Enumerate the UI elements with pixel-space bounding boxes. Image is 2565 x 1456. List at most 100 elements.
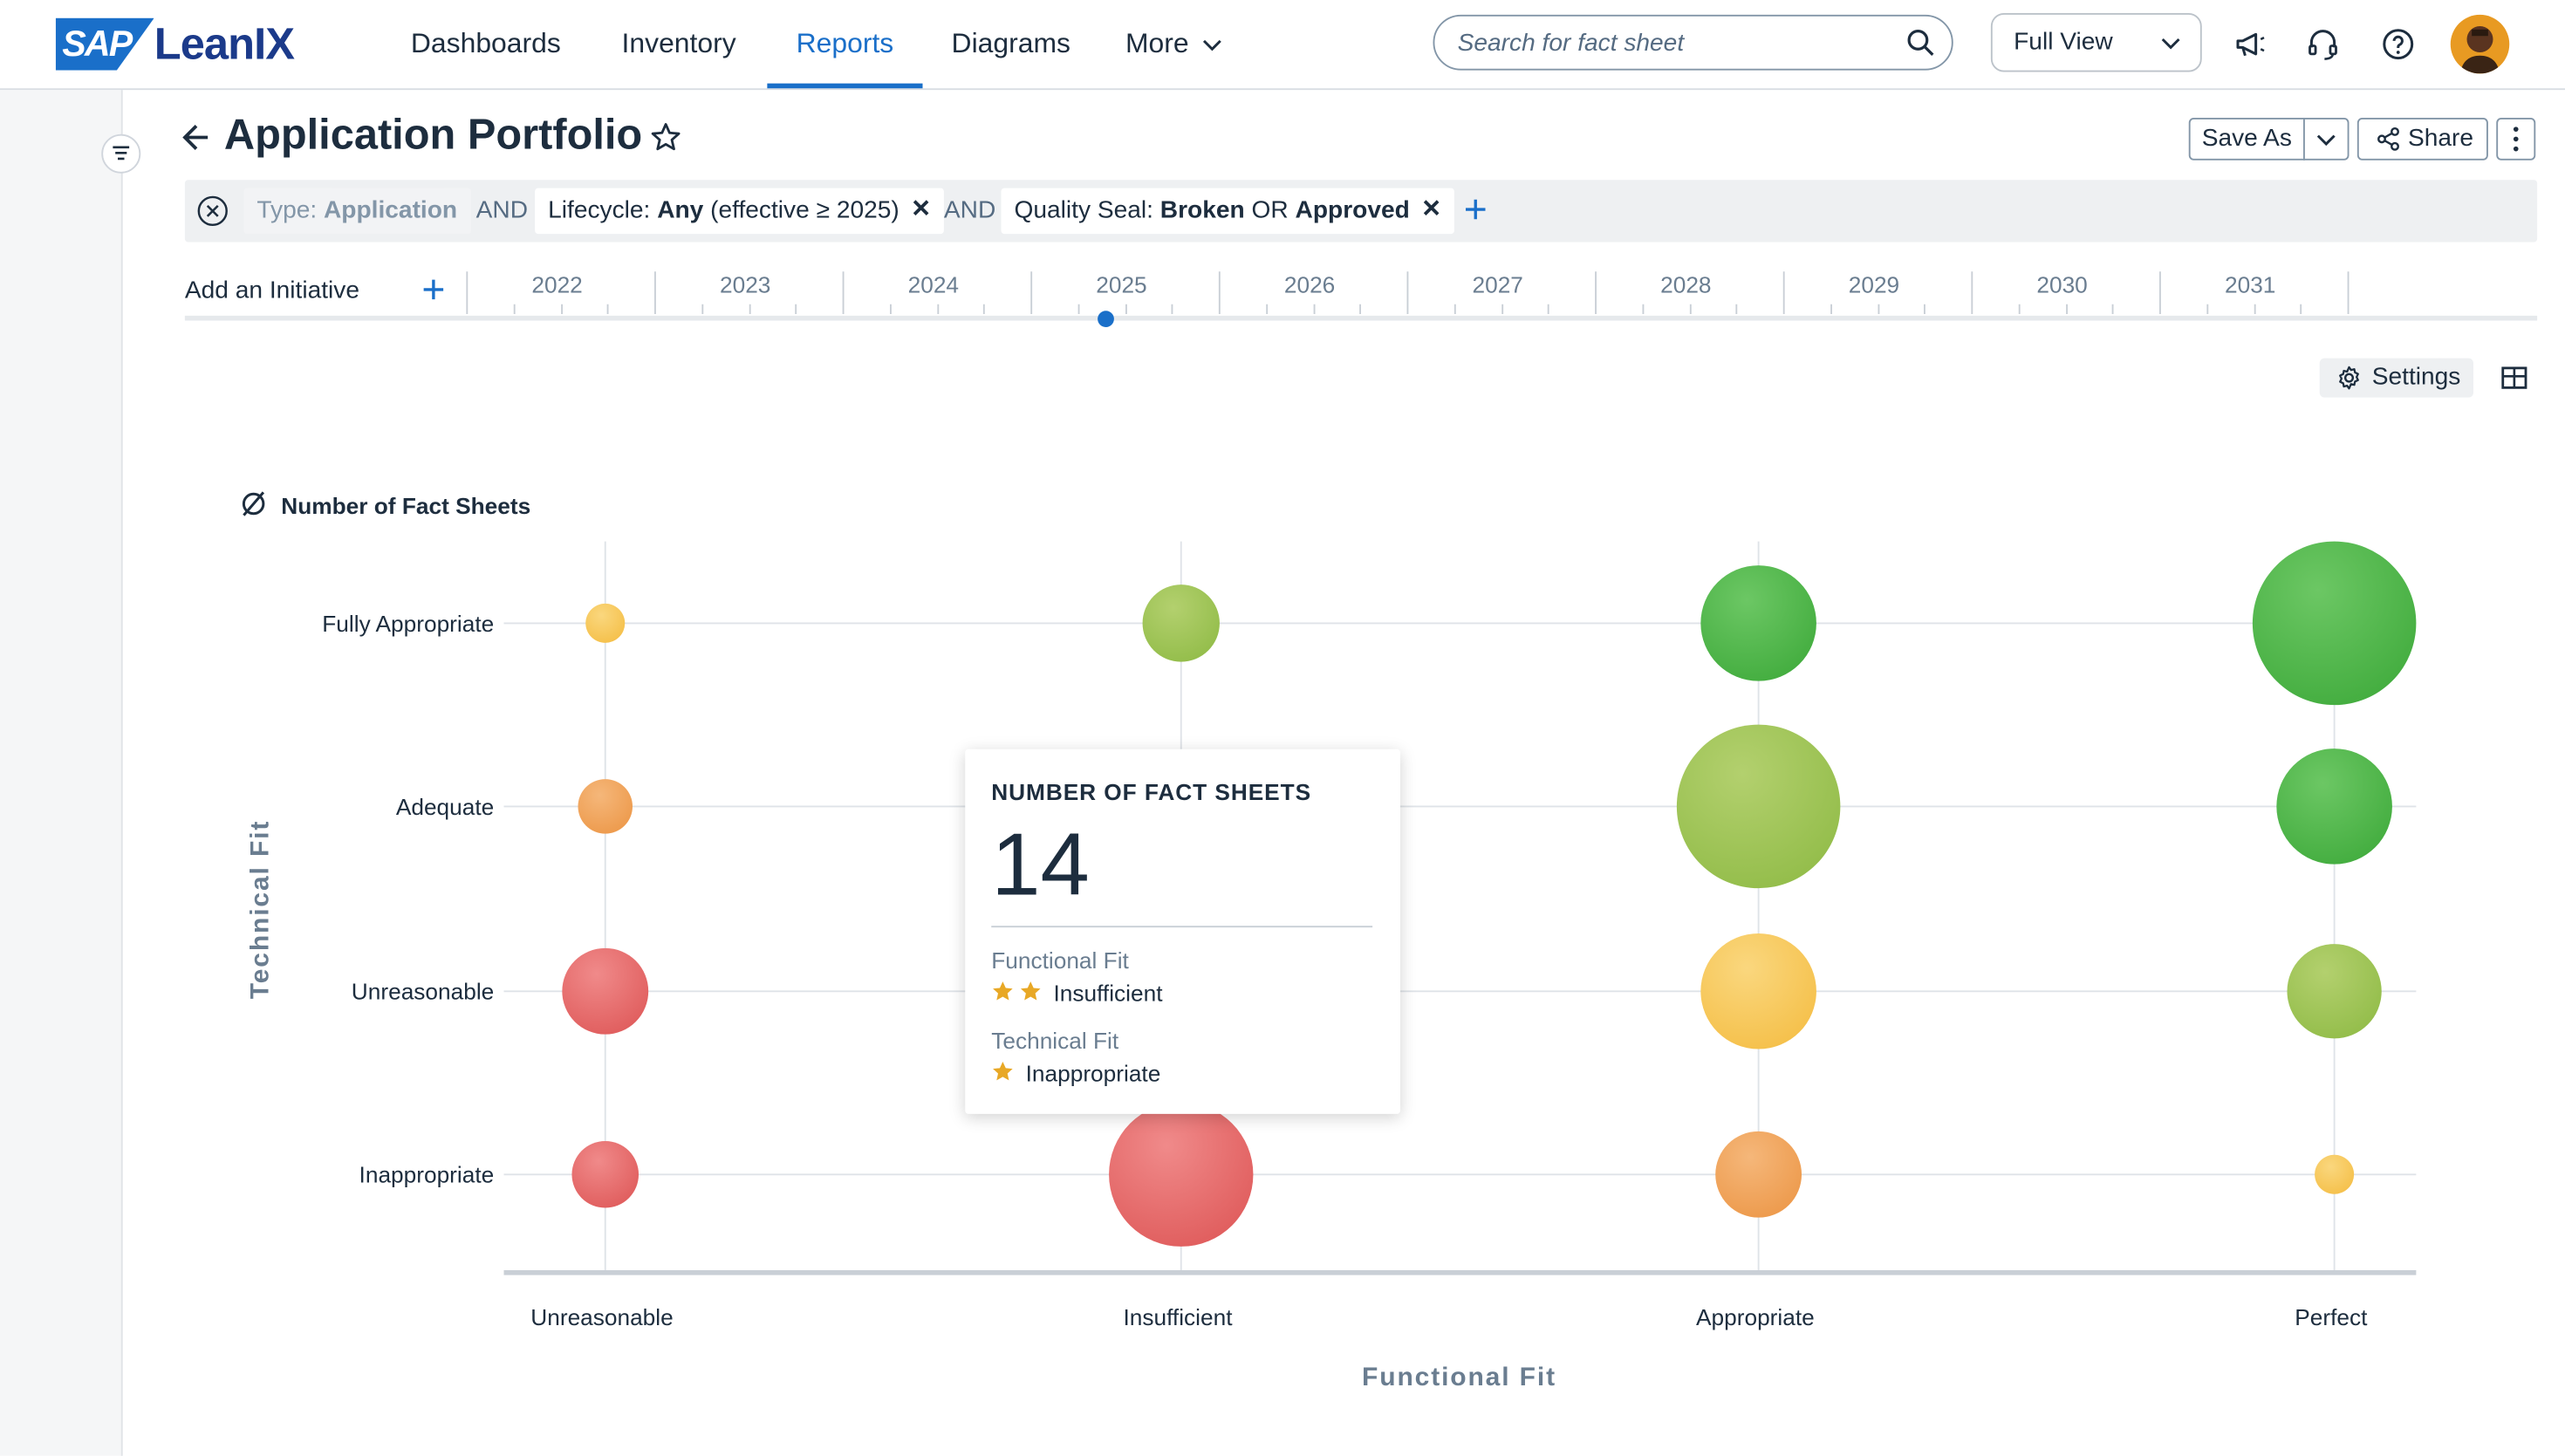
filter-seal-or: OR	[1251, 196, 1289, 224]
bubble	[2252, 541, 2417, 706]
x-tick-label: Insufficient	[1123, 1304, 1233, 1330]
timeline-minor-tick	[1877, 304, 1879, 314]
gear-icon	[2339, 366, 2359, 390]
view-select[interactable]: Full View	[1990, 13, 2202, 72]
y-tick-label: Adequate	[396, 794, 494, 820]
filter-panel-toggle[interactable]	[101, 133, 141, 174]
avatar-portrait-icon	[2460, 26, 2500, 74]
back-arrow-icon[interactable]	[181, 121, 211, 154]
announcement-icon[interactable]	[2232, 24, 2271, 64]
save-as-button[interactable]: Save As	[2188, 118, 2305, 161]
timeline-minor-tick	[1688, 304, 1691, 314]
view-select-value: Full View	[2014, 27, 2113, 56]
bubble-size-legend-label: Number of Fact Sheets	[281, 492, 531, 519]
timeline-minor-tick	[1548, 304, 1550, 314]
more-options-button[interactable]	[2496, 118, 2536, 161]
timeline-minor-tick	[889, 304, 892, 314]
filter-bar: Type: Application AND Lifecycle: Any (ef…	[184, 180, 2538, 243]
nav-more-label: More	[1125, 27, 1189, 59]
timeline-year-tick	[1782, 271, 1785, 314]
star-icon	[993, 981, 1013, 1001]
x-tick-label: Unreasonable	[530, 1304, 673, 1330]
filter-chip-quality-seal[interactable]: Quality Seal: Broken OR Approved	[1001, 188, 1454, 235]
page-title: Application Portfolio	[223, 109, 643, 159]
save-as-dropdown-button[interactable]	[2303, 118, 2350, 161]
bubble-size-legend: Number of Fact Sheets	[239, 489, 531, 519]
nav-dashboards[interactable]: Dashboards	[410, 27, 561, 59]
timeline-track[interactable]	[184, 315, 2538, 321]
x-tick-label: Appropriate	[1696, 1304, 1815, 1330]
timeline-year-tick	[466, 271, 469, 314]
tooltip-technical-fit-label: Technical Fit	[991, 1027, 1119, 1054]
timeline-minor-tick	[2253, 304, 2255, 314]
nav-more[interactable]: More	[1125, 0, 1227, 88]
help-icon[interactable]	[2378, 24, 2418, 64]
nav-inventory[interactable]: Inventory	[621, 27, 736, 59]
filter-type-label: Type:	[256, 196, 318, 224]
clear-filters-icon[interactable]	[196, 195, 229, 228]
sap-leanix-logo[interactable]: SAP LeanIX	[55, 17, 295, 71]
diameter-icon	[242, 491, 265, 516]
bubble	[1676, 724, 1841, 889]
timeline-minor-tick	[1501, 304, 1503, 314]
timeline-year-label: 2024	[907, 271, 960, 298]
timeline-year-tick	[1030, 271, 1033, 314]
favorite-star-icon[interactable]	[649, 121, 682, 154]
filter-icon	[113, 146, 130, 161]
timeline-minor-tick	[1312, 304, 1315, 314]
share-button[interactable]: Share	[2356, 118, 2488, 161]
search-icon[interactable]	[1905, 28, 1935, 58]
tooltip-functional-fit-value: Insufficient	[1053, 980, 1163, 1007]
timeline-minor-tick	[795, 304, 797, 314]
star-icon	[993, 1061, 1013, 1081]
filter-seal-label: Quality Seal:	[1014, 196, 1153, 224]
filter-chip-lifecycle[interactable]: Lifecycle: Any (effective ≥ 2025)	[535, 188, 944, 235]
remove-filter-icon[interactable]	[1421, 198, 1441, 218]
timeline-year-label: 2026	[1283, 271, 1336, 298]
filter-and-operator: AND	[943, 196, 996, 224]
bubble	[1142, 584, 1220, 662]
timeline-year-tick	[1595, 271, 1597, 314]
timeline-year-label: 2025	[1096, 271, 1147, 298]
timeline-minor-tick	[1924, 304, 1926, 314]
settings-button[interactable]: Settings	[2319, 358, 2473, 398]
filter-lifecycle-value: Any	[657, 196, 704, 224]
tooltip-functional-fit-label: Functional Fit	[991, 947, 1129, 974]
timeline-year-label: 2023	[720, 271, 771, 298]
timeline-year-tick	[1218, 271, 1221, 314]
chevron-down-icon	[2161, 38, 2180, 50]
search-field[interactable]	[1433, 14, 1953, 71]
timeline-minor-tick	[748, 304, 750, 314]
nav-diagrams[interactable]: Diagrams	[951, 27, 1070, 59]
timeline-minor-tick	[2112, 304, 2114, 314]
filter-chip-type: Type: Application	[243, 188, 471, 235]
timeline-minor-tick	[1171, 304, 1173, 314]
bubble	[585, 603, 626, 643]
left-rail	[0, 90, 123, 1456]
timeline-minor-tick	[1454, 304, 1456, 314]
y-axis-title: Technical Fit	[246, 820, 275, 1000]
bubble	[1700, 933, 1816, 1049]
y-tick-label: Inappropriate	[359, 1162, 495, 1188]
nav-reports[interactable]: Reports	[767, 0, 923, 89]
timeline-date-handle[interactable]	[1098, 311, 1114, 327]
timeline-minor-tick	[936, 304, 939, 314]
timeline-year-tick	[1971, 271, 1973, 314]
bubble	[578, 779, 633, 834]
timeline-year-tick	[2347, 271, 2350, 314]
timeline-minor-tick	[1642, 304, 1644, 314]
timeline-minor-tick	[1077, 304, 1080, 314]
support-headset-icon[interactable]	[2303, 24, 2343, 64]
timeline-year-label: 2022	[531, 271, 583, 298]
add-filter-icon[interactable]	[1464, 198, 1487, 221]
timeline-year-label: 2029	[1848, 271, 1900, 298]
x-axis-title: Functional Fit	[1362, 1363, 1556, 1391]
remove-filter-icon[interactable]	[911, 198, 931, 218]
y-tick-label: Unreasonable	[352, 979, 494, 1005]
user-avatar[interactable]	[2450, 14, 2510, 74]
add-initiative-icon[interactable]	[422, 278, 445, 301]
timeline-minor-tick	[983, 304, 986, 314]
table-view-icon[interactable]	[2498, 361, 2531, 394]
search-input[interactable]	[1454, 27, 1903, 59]
chevron-down-icon	[1203, 39, 1222, 51]
